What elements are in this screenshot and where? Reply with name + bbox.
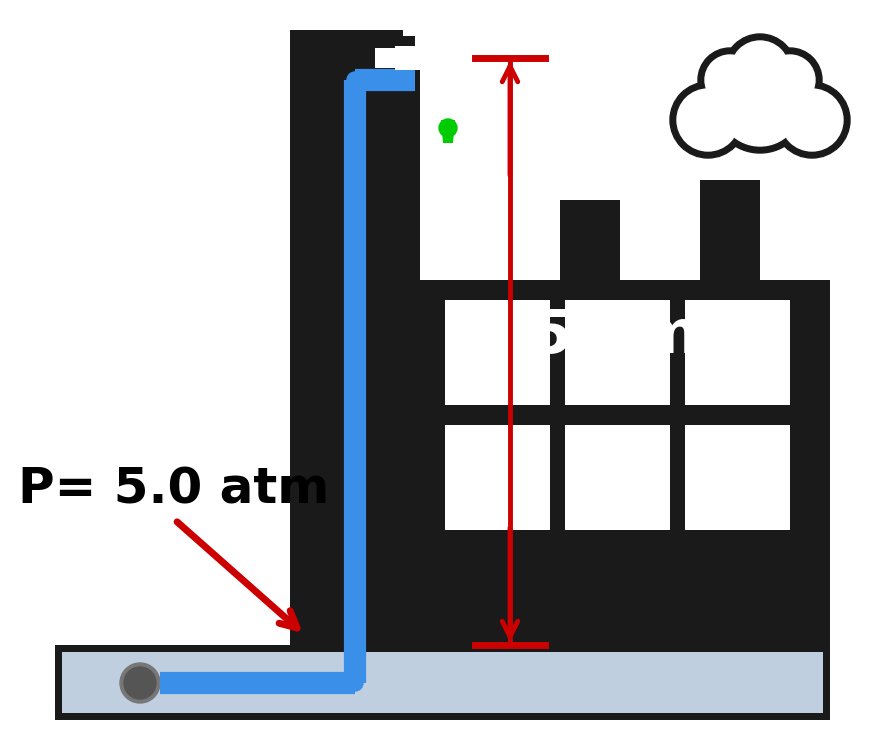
Polygon shape <box>420 180 830 645</box>
Circle shape <box>124 667 156 699</box>
Circle shape <box>439 119 457 137</box>
Circle shape <box>724 34 796 106</box>
Circle shape <box>719 64 801 146</box>
Circle shape <box>120 663 160 703</box>
Polygon shape <box>290 30 420 645</box>
Polygon shape <box>685 300 790 405</box>
Circle shape <box>765 55 815 105</box>
Polygon shape <box>685 425 790 530</box>
Polygon shape <box>441 120 455 143</box>
Circle shape <box>712 57 808 153</box>
Circle shape <box>347 72 363 88</box>
Text: P= 5.0 atm: P= 5.0 atm <box>18 466 329 514</box>
Circle shape <box>698 48 762 112</box>
Circle shape <box>705 55 755 105</box>
Circle shape <box>758 48 822 112</box>
Text: 50 m: 50 m <box>530 307 700 366</box>
Polygon shape <box>415 36 427 48</box>
Circle shape <box>731 41 789 99</box>
Polygon shape <box>565 425 670 530</box>
Circle shape <box>774 82 850 158</box>
Polygon shape <box>445 425 550 530</box>
Polygon shape <box>55 645 830 720</box>
Circle shape <box>781 89 843 151</box>
Circle shape <box>347 675 363 691</box>
Polygon shape <box>375 48 403 68</box>
Polygon shape <box>395 46 450 70</box>
Polygon shape <box>445 300 550 405</box>
Polygon shape <box>440 68 457 110</box>
Polygon shape <box>421 22 427 28</box>
Polygon shape <box>62 652 823 713</box>
Circle shape <box>670 82 746 158</box>
Circle shape <box>431 101 449 119</box>
Polygon shape <box>403 28 439 36</box>
Circle shape <box>677 89 739 151</box>
Polygon shape <box>565 300 670 405</box>
